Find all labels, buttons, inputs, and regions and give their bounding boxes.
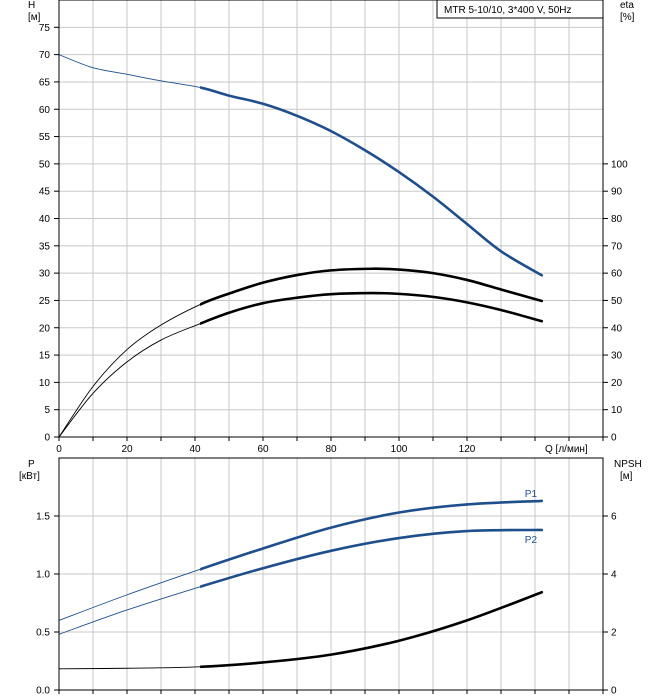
x-axis-tick-label: 40	[189, 444, 201, 455]
left-axis-tick-label: 5	[44, 405, 50, 416]
left-axis-tick-label: 1.5	[36, 512, 50, 523]
left-axis-tick-label: 75	[39, 23, 51, 34]
right-axis-tick-label: 2	[611, 628, 617, 639]
series-curve-operating	[200, 291, 544, 326]
series-label: P2	[525, 535, 538, 546]
left-axis-tick-label: 10	[39, 378, 51, 389]
top-ticks	[54, 26, 608, 441]
series-curve-full	[58, 500, 542, 621]
head-efficiency-panel: 0 5 10 15 20 25 30 35 40 45 50 55 60 65 70 75 0 10 20 30 40…	[28, 0, 635, 455]
left-axis-tick-label: 0.0	[36, 686, 50, 697]
top-series	[58, 54, 544, 438]
head-axis-label: H	[28, 0, 35, 11]
right-axis-tick-label: 100	[611, 159, 628, 170]
left-axis-tick-label: 55	[39, 132, 51, 143]
x-axis-tick-label: 60	[257, 444, 269, 455]
series-curve-operating	[200, 528, 544, 589]
chart-title-box: MTR 5-10/10, 3*400 V, 50Hz	[436, 0, 604, 19]
right-axis-tick-label: 50	[611, 296, 623, 307]
right-axis-tick-label: 0	[611, 433, 617, 444]
right-axis-tick-label: 40	[611, 323, 623, 334]
flow-axis-label: Q [л/мин]	[545, 444, 588, 455]
head-tick-labels: 0 5 10 15 20 25 30 35 40 45 50 55 60 65 70 75	[39, 23, 51, 444]
x-axis-tick-label: 0	[56, 444, 62, 455]
left-axis-tick-label: 45	[39, 187, 51, 198]
x-axis-tick-label: 100	[391, 444, 408, 455]
series-labels: P1 P2	[525, 489, 538, 546]
npsh-axis-label: NPSH	[614, 459, 642, 470]
power-axis-label: P	[28, 459, 35, 470]
right-axis-tick-label: 0	[611, 686, 617, 697]
left-axis-tick-label: 70	[39, 50, 51, 61]
eta-axis-unit: [%]	[620, 12, 635, 23]
series-curve-operating	[200, 499, 544, 571]
flow-tick-labels: 0 20 40 60 80 100 120	[56, 444, 476, 455]
right-axis-tick-label: 4	[611, 570, 617, 581]
chart-title: MTR 5-10/10, 3*400 V, 50Hz	[444, 5, 571, 16]
right-axis-tick-label: 6	[611, 512, 617, 523]
x-axis-tick-label: 20	[121, 444, 133, 455]
left-axis-tick-label: 15	[39, 351, 51, 362]
x-axis-tick-label: 120	[459, 444, 476, 455]
right-axis-tick-label: 10	[611, 405, 623, 416]
left-axis-tick-label: 30	[39, 269, 51, 280]
bottom-ticks	[54, 515, 608, 694]
bottom-series	[58, 499, 544, 670]
head-axis-unit: [м]	[28, 12, 41, 23]
power-axis-unit: [кВт]	[19, 471, 40, 482]
right-axis-tick-label: 90	[611, 187, 623, 198]
left-axis-tick-label: 65	[39, 77, 51, 88]
right-axis-tick-label: 30	[611, 351, 623, 362]
series-curve-full	[58, 268, 542, 438]
series-curve-operating	[200, 590, 544, 669]
right-axis-tick-label: 60	[611, 269, 623, 280]
right-axis-tick-label: 70	[611, 241, 623, 252]
right-axis-tick-label: 80	[611, 214, 623, 225]
left-axis-tick-label: 0	[44, 433, 50, 444]
top-grid	[59, 0, 603, 437]
left-axis-tick-label: 60	[39, 105, 51, 116]
eta-axis-label: eta	[620, 0, 634, 11]
left-axis-tick-label: 0.5	[36, 628, 50, 639]
bottom-grid	[59, 458, 603, 690]
power-npsh-panel: 0.0 0.5 1.0 1.5 0 2 4 6 P [кВт] NPSH [м] P1 P2	[19, 457, 642, 697]
right-axis-tick-label: 20	[611, 378, 623, 389]
left-axis-tick-label: 50	[39, 159, 51, 170]
eta-tick-labels: 0 10 20 30 40 50 60 70 80 90 100	[611, 159, 628, 443]
left-axis-tick-label: 1.0	[36, 570, 50, 581]
chart-title-frame	[436, 0, 604, 19]
series-curve-operating	[200, 267, 544, 306]
npsh-tick-labels: 0 2 4 6	[611, 512, 617, 697]
left-axis-tick-label: 25	[39, 296, 51, 307]
left-axis-tick-label: 20	[39, 323, 51, 334]
series-label: P1	[525, 489, 538, 500]
series-curve-operating	[200, 86, 544, 277]
series-curve-full	[58, 54, 543, 276]
left-axis-tick-label: 40	[39, 214, 51, 225]
series-curve-full	[58, 292, 542, 438]
x-axis-tick-label: 80	[325, 444, 337, 455]
npsh-axis-unit: [м]	[620, 471, 633, 482]
left-axis-tick-label: 35	[39, 241, 51, 252]
power-tick-labels: 0.0 0.5 1.0 1.5	[36, 512, 50, 697]
